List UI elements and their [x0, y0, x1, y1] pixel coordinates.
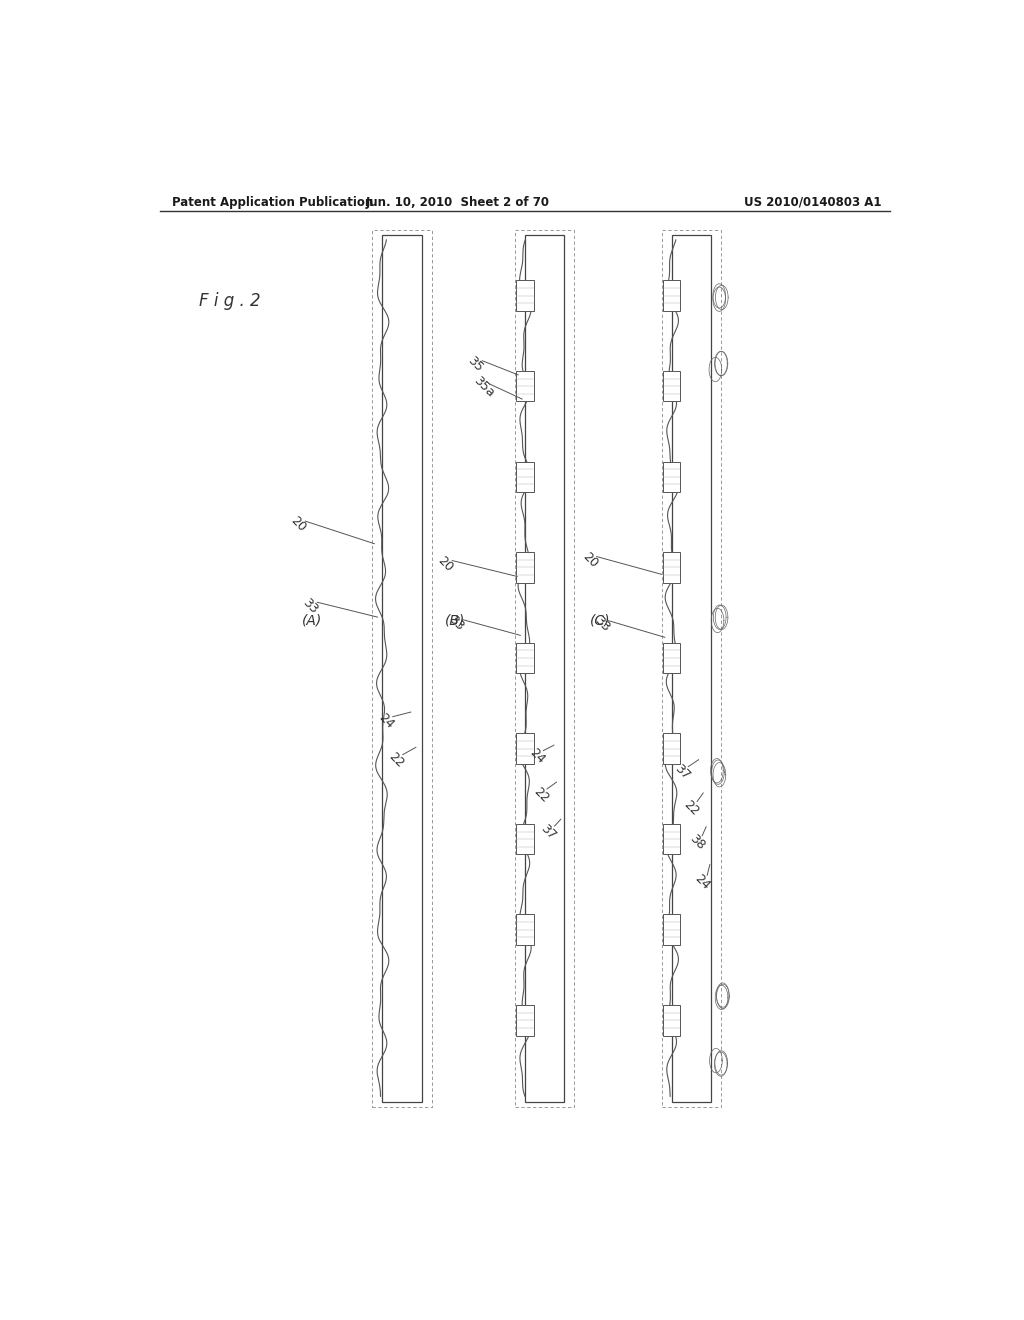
- Text: 22: 22: [386, 750, 407, 771]
- Bar: [516, 462, 534, 492]
- Text: 38: 38: [687, 832, 708, 853]
- Bar: [516, 280, 534, 312]
- Bar: [516, 552, 534, 582]
- Text: Patent Application Publication: Patent Application Publication: [172, 195, 373, 209]
- Bar: [516, 643, 534, 673]
- Bar: [663, 280, 680, 312]
- Bar: [663, 552, 680, 582]
- Text: Jun. 10, 2010  Sheet 2 of 70: Jun. 10, 2010 Sheet 2 of 70: [366, 195, 549, 209]
- Bar: [672, 235, 712, 1102]
- Text: 24: 24: [376, 711, 396, 731]
- Text: F i g . 2: F i g . 2: [200, 292, 261, 310]
- Bar: [372, 230, 431, 1106]
- Text: (A): (A): [302, 614, 323, 628]
- Text: 35: 35: [465, 354, 485, 374]
- Bar: [663, 824, 680, 854]
- Text: 33: 33: [592, 614, 612, 634]
- Text: (B): (B): [445, 614, 465, 628]
- Bar: [663, 462, 680, 492]
- Bar: [663, 915, 680, 945]
- Text: 37: 37: [539, 822, 559, 842]
- Bar: [663, 643, 680, 673]
- Bar: [516, 1005, 534, 1036]
- Bar: [663, 371, 680, 401]
- Text: 24: 24: [692, 873, 713, 892]
- Text: 20: 20: [289, 513, 309, 535]
- Bar: [663, 734, 680, 764]
- Text: 20: 20: [435, 553, 456, 574]
- Text: US 2010/0140803 A1: US 2010/0140803 A1: [744, 195, 882, 209]
- Bar: [382, 235, 422, 1102]
- Text: 37: 37: [672, 762, 692, 783]
- Bar: [515, 230, 574, 1106]
- Text: 33: 33: [300, 595, 321, 616]
- Bar: [516, 734, 534, 764]
- Bar: [516, 371, 534, 401]
- Bar: [516, 824, 534, 854]
- Text: (C): (C): [590, 614, 610, 628]
- Text: 22: 22: [681, 797, 701, 818]
- Text: 33: 33: [445, 612, 466, 634]
- Text: 20: 20: [580, 549, 600, 570]
- Bar: [524, 235, 564, 1102]
- Text: 35a: 35a: [471, 374, 497, 400]
- Bar: [662, 230, 721, 1106]
- Text: 22: 22: [530, 784, 551, 805]
- Bar: [516, 915, 534, 945]
- Bar: [663, 1005, 680, 1036]
- Text: 24: 24: [526, 746, 547, 766]
